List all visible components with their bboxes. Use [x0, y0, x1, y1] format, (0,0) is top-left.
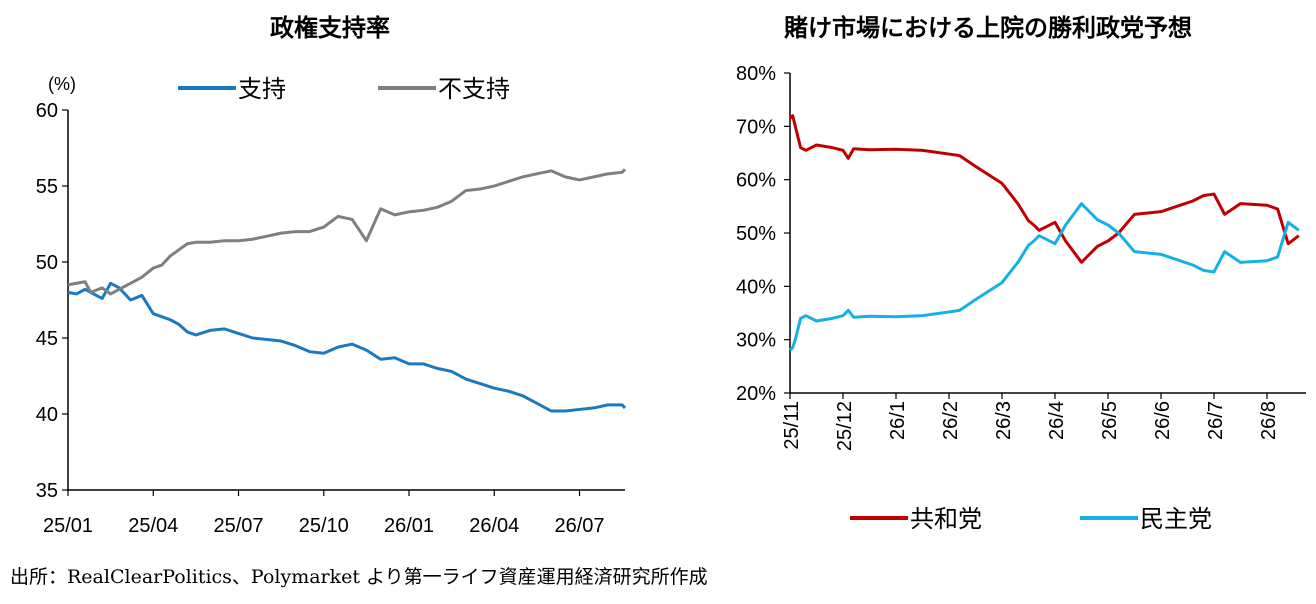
legend-label: 共和党: [910, 505, 982, 533]
x-tick-label: 26/07: [554, 515, 604, 537]
y-tick-label: 35: [36, 480, 58, 502]
y-tick-label: 30%: [736, 330, 776, 352]
y-tick-label: 80%: [736, 63, 776, 85]
y-tick-label: 40: [36, 404, 58, 426]
x-tick-label: 25/11: [781, 401, 803, 450]
x-tick-label: 26/2: [940, 401, 962, 440]
y-tick-label: 60: [36, 100, 58, 122]
y-tick-label: 60%: [736, 170, 776, 192]
x-tick-label: 26/6: [1152, 401, 1174, 440]
x-tick-label: 26/7: [1205, 401, 1227, 440]
senate-chart-title: 賭け市場における上院の勝利政党予想: [784, 14, 1192, 42]
series-line-disapprove: [67, 168, 627, 296]
approval-chart-panel: 政権支持率 35 40 45 50 55 60 (%) 25/01 25/04 25/07 25/1…: [0, 0, 640, 560]
legend-label: 不支持: [438, 75, 510, 103]
approval-chart-svg: 35 40 45 50 55 60 (%) 25/01 25/04 25/07 25/10 26/01…: [36, 74, 627, 537]
legend-label: 民主党: [1140, 505, 1212, 533]
y-tick-label: 50: [36, 252, 58, 274]
x-tick-label: 26/5: [1099, 401, 1121, 440]
senate-chart-panel: 賭け市場における上院の勝利政党予想 20% 30% 40% 50% 60% 70% 80% 2…: [660, 0, 1316, 560]
y-tick-label: 50%: [736, 223, 776, 245]
y-tick-label: 45: [36, 328, 58, 350]
series-line-republican: [788, 114, 1300, 264]
x-tick-label: 25/10: [299, 515, 349, 537]
x-tick-label: 26/4: [1046, 401, 1068, 440]
x-tick-label: 26/04: [469, 515, 519, 537]
legend-label: 支持: [238, 75, 286, 103]
approval-chart-title: 政権支持率: [270, 14, 390, 42]
y-tick-label: 40%: [736, 276, 776, 298]
x-tick-label: 25/04: [128, 515, 178, 537]
y-tick-label: 20%: [736, 383, 776, 405]
x-tick-label: 26/1: [887, 401, 909, 440]
x-tick-label: 26/3: [993, 401, 1015, 440]
source-note: 出所：RealClearPolitics、Polymarket より第一ライフ資…: [10, 566, 708, 588]
y-tick-label: 70%: [736, 116, 776, 138]
series-line-democrat: [788, 202, 1300, 352]
senate-chart-svg: 20% 30% 40% 50% 60% 70% 80% 25/11 25/12 26/1 26/2 2…: [736, 63, 1306, 533]
x-tick-label: 26/01: [384, 515, 434, 537]
x-tick-label: 26/8: [1258, 401, 1280, 440]
y-unit-label: (%): [48, 74, 76, 94]
series-line-approve: [67, 281, 627, 413]
x-tick-label: 25/12: [834, 401, 856, 451]
x-tick-label: 25/01: [43, 515, 93, 537]
y-tick-label: 55: [36, 176, 58, 198]
x-tick-label: 25/07: [213, 515, 263, 537]
